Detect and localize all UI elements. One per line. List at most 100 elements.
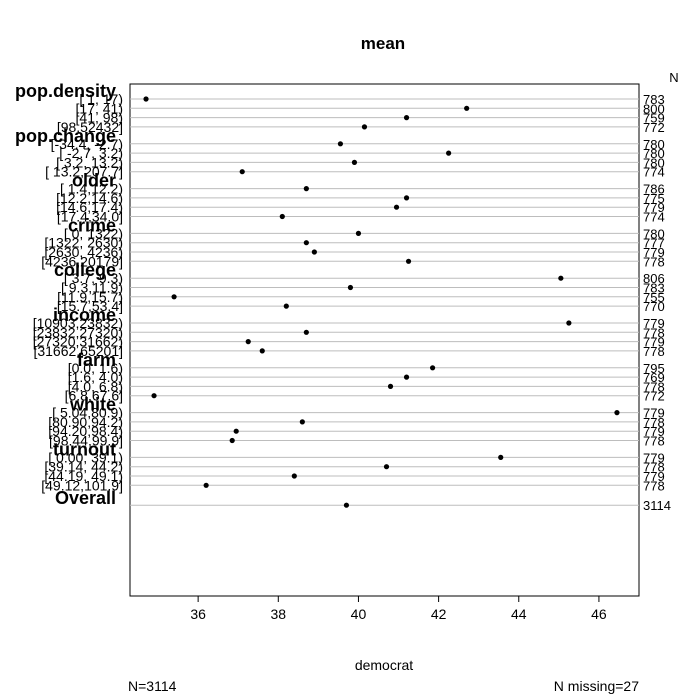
data-point [303, 329, 309, 335]
row-label: [6.8,67.6] [65, 388, 123, 404]
x-axis-label: democrat [355, 657, 413, 673]
row-label: [ 1.4,12.2) [60, 181, 123, 197]
row-n-count: 780 [643, 155, 665, 170]
row-label: [14.6,17.4) [56, 199, 123, 215]
data-point [291, 473, 297, 479]
row-n-count: 778 [643, 254, 665, 269]
data-point [446, 150, 452, 156]
row-label: [17.4,34.0] [57, 209, 123, 225]
group-label-pop-density: pop.density [15, 81, 116, 101]
data-point [283, 303, 289, 309]
row-label: [49.12,101.9] [41, 477, 123, 493]
row-label: [1.6, 4.0) [68, 369, 123, 385]
row-n-count: 786 [643, 182, 665, 197]
row-label: [27320,31662) [33, 334, 123, 350]
data-point [403, 195, 410, 201]
group-label-pop-change: pop.change [15, 126, 116, 146]
n-column-header: N [669, 70, 678, 85]
row-n-count: 774 [643, 165, 665, 180]
row-label: [98.44,99.9] [49, 433, 123, 449]
row-label: [ 9.3,11.9) [61, 280, 123, 296]
x-tick-label: 46 [591, 606, 607, 622]
data-point [239, 169, 245, 175]
row-n-count: 770 [643, 299, 665, 314]
group-label-white: white [69, 395, 116, 415]
data-point [143, 96, 149, 102]
data-point [311, 249, 317, 255]
row-label: [98,52432] [57, 119, 123, 135]
row-n-count: 778 [643, 344, 665, 359]
footer-n-total: N=3114 [128, 678, 177, 694]
data-point [337, 141, 344, 147]
row-n-count: 779 [643, 424, 665, 439]
row-n-count: 777 [643, 236, 665, 251]
row-label: [ 0.00, 39.1) [48, 449, 123, 465]
row-n-count: 778 [643, 434, 665, 449]
row-label: [94.20,98.4) [48, 423, 123, 439]
row-label: [ 3.2, 13.2) [56, 154, 123, 170]
data-point [361, 124, 368, 130]
row-n-count: 779 [643, 406, 665, 421]
row-n-count: 779 [643, 200, 665, 215]
x-tick-label: 36 [190, 606, 206, 622]
data-point [393, 204, 400, 210]
x-tick-label: 42 [431, 606, 447, 622]
row-label: [0.0, 1.6) [68, 360, 123, 376]
group-label-income: income [53, 305, 116, 325]
row-label: [12.2,14.6) [56, 190, 123, 206]
row-label: [4.0, 6.8) [68, 378, 123, 394]
row-label: [44.19, 49.1) [44, 468, 123, 484]
row-n-count: 775 [643, 191, 665, 206]
row-n-count: 772 [643, 120, 665, 135]
group-label-overall: Overall [55, 488, 116, 508]
data-point [498, 454, 504, 460]
row-n-count: 780 [643, 137, 665, 152]
row-n-count: 779 [643, 316, 665, 331]
group-label-older: older [72, 171, 116, 191]
row-n-count: 795 [643, 361, 665, 376]
row-n-count: 759 [643, 111, 665, 126]
data-point [279, 213, 285, 220]
row-n-count: 778 [643, 325, 665, 340]
data-point [614, 410, 620, 416]
data-point [464, 105, 470, 111]
rows-layer: pop.density[ 1, 17) 783 [17, 41) 800 [41, 98… [15, 81, 671, 513]
row-label: [17, 41) [76, 100, 123, 116]
group-label-crime: crime [68, 215, 116, 235]
row-label: [10903,23832) [33, 315, 123, 331]
row-n-count: 769 [643, 370, 665, 385]
data-point [229, 437, 235, 444]
data-point [245, 339, 251, 345]
x-axis: 36 38 40 42 44 46 [190, 596, 607, 622]
data-point [429, 365, 436, 371]
row-n-count: 783 [643, 281, 665, 296]
data-point [403, 374, 410, 380]
row-label: [2630, 4236) [44, 244, 123, 260]
row-n-count: 779 [643, 245, 665, 260]
data-point [387, 383, 394, 389]
row-n-count: 779 [643, 335, 665, 350]
row-n-count: 778 [643, 415, 665, 430]
x-tick-label: 40 [351, 606, 367, 622]
footer-n-missing: N missing=27 [554, 678, 639, 694]
group-label-turnout: turnout [53, 439, 116, 459]
data-point [233, 428, 239, 434]
row-label: [41, 98) [76, 110, 123, 126]
data-point [355, 230, 362, 236]
row-label: [1322, 2630) [44, 235, 123, 251]
row-label: [23832,27320) [33, 324, 123, 340]
row-n-count: 800 [643, 101, 665, 116]
row-label: [4236,20179] [41, 253, 123, 269]
plot-frame [129, 83, 640, 597]
x-tick-label: 38 [271, 606, 287, 622]
chart-title: mean [361, 34, 405, 53]
row-label: [ 13.2,207.7] [45, 164, 123, 180]
data-point [343, 502, 350, 508]
row-label: [80.90,94.2) [48, 414, 123, 430]
group-label-college: college [54, 260, 116, 280]
data-point [259, 348, 265, 354]
row-n-count: 774 [643, 210, 665, 225]
row-n-count: 779 [643, 469, 665, 484]
row-label: [ 5.04,80.9) [52, 405, 123, 421]
